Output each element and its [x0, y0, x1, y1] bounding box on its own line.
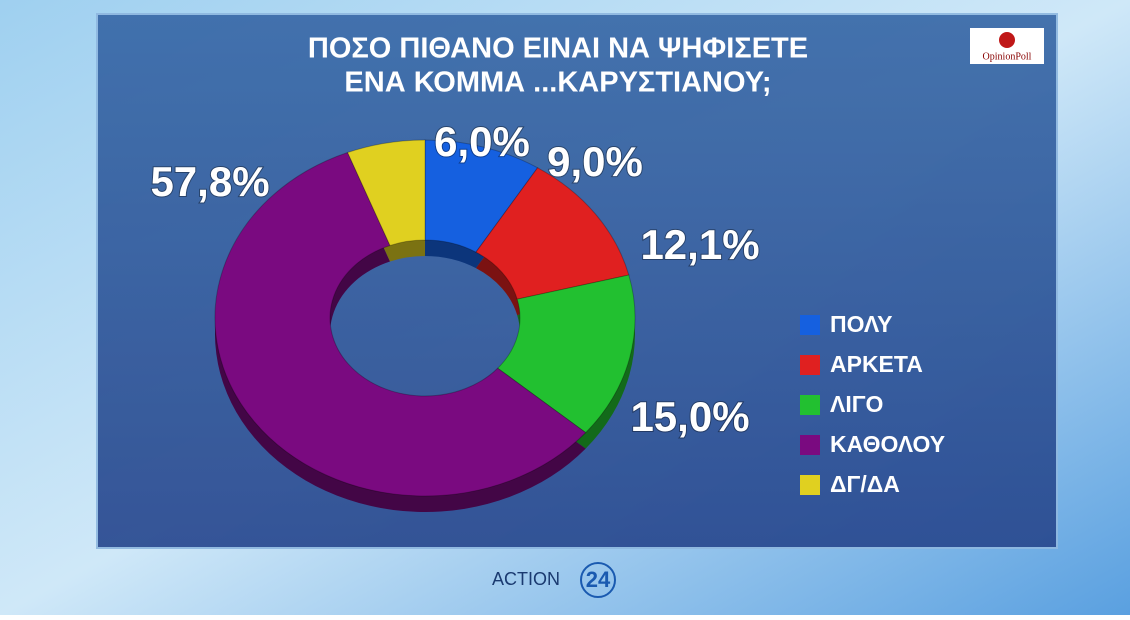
logo-icon	[999, 32, 1015, 48]
legend-swatch	[800, 355, 820, 375]
data-label: 12,1%	[640, 221, 759, 268]
legend-label: ΠΟΛΥ	[830, 311, 892, 337]
slice	[346, 139, 426, 247]
data-label: 6,0%	[434, 118, 530, 165]
legend-swatch	[800, 435, 820, 455]
data-label: 15,0%	[630, 393, 749, 440]
legend-label: ΛΙΓΟ	[830, 391, 883, 417]
channel-name: ACTION	[492, 569, 560, 589]
channel-number: 24	[586, 567, 611, 592]
slice	[424, 139, 539, 253]
legend-swatch	[800, 395, 820, 415]
legend-label: ΔΓ/ΔΑ	[830, 471, 900, 497]
legend-swatch	[800, 475, 820, 495]
slice	[214, 151, 587, 497]
legend-swatch	[800, 315, 820, 335]
legend-label: ΚΑΘΟΛΟΥ	[830, 431, 945, 457]
logo-text: OpinionPoll	[983, 51, 1032, 62]
chart-title: ΠΟΣΟ ΠΙΘΑΝΟ ΕΙΝΑΙ ΝΑ ΨΗΦΙΣΕΤΕ	[308, 33, 808, 65]
data-label: 57,8%	[150, 158, 269, 205]
data-label: 9,0%	[547, 138, 643, 185]
legend-label: ΑΡΚΕΤΑ	[830, 351, 923, 377]
slice	[496, 274, 636, 434]
chart-title: ΕΝΑ ΚΟΜΜΑ ...ΚΑΡΥΣΤΙΑΝΟΥ;	[344, 67, 771, 99]
slice	[475, 167, 630, 300]
channel-ring	[580, 562, 616, 598]
